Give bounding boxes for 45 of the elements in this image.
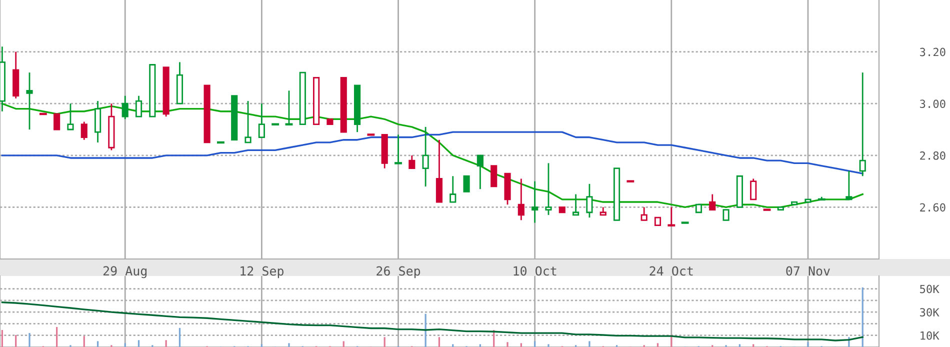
candlestick (258, 102, 265, 138)
candlestick (490, 165, 498, 188)
candlestick (668, 206, 676, 226)
candlestick (422, 126, 429, 188)
candlestick (94, 100, 102, 144)
y-tick-label: 3.00 (920, 100, 946, 108)
candlestick (394, 134, 402, 164)
y-tick-label: 2.60 (920, 203, 946, 212)
y-tick-label: 2.80 (920, 151, 946, 160)
candlestick (463, 175, 470, 192)
candlestick (135, 95, 142, 118)
candlestick (640, 206, 648, 221)
x-tick-label: 07 Nov (786, 266, 830, 276)
x-tick-label: 26 Sep (376, 266, 420, 278)
candlestick (476, 154, 484, 190)
candlestick (518, 178, 524, 221)
candlestick (750, 178, 757, 200)
x-tick-label: 24 Oct (650, 266, 693, 276)
candlestick (709, 194, 716, 210)
candlestick (436, 139, 443, 203)
line-series (1, 301, 864, 342)
candlestick (846, 170, 852, 200)
candlestick (586, 183, 593, 218)
candlestick (450, 175, 456, 203)
candlestick (122, 95, 128, 120)
x-tick-label: 10 Oct (514, 266, 556, 276)
candlestick (26, 72, 33, 130)
candlestick (722, 209, 730, 221)
candlestick (545, 162, 552, 216)
candlestick (859, 72, 866, 177)
candlestick (285, 90, 293, 126)
line-series (1, 131, 864, 174)
y-tick-label: 30K (920, 308, 940, 316)
candlestick (54, 113, 60, 130)
candlestick (80, 121, 88, 141)
x-tick-label: 12 Sep (240, 266, 284, 278)
y-tick-label: 50K (920, 284, 940, 294)
y-tick-label: 10K (920, 331, 940, 340)
candlestick (244, 100, 252, 144)
x-tick-label: 29 Aug (103, 266, 147, 278)
y-tick-label: 3.20 (920, 48, 946, 56)
candlestick (408, 154, 416, 170)
candlestick (572, 194, 580, 216)
candlestick (67, 102, 74, 130)
candlestick (532, 180, 538, 224)
